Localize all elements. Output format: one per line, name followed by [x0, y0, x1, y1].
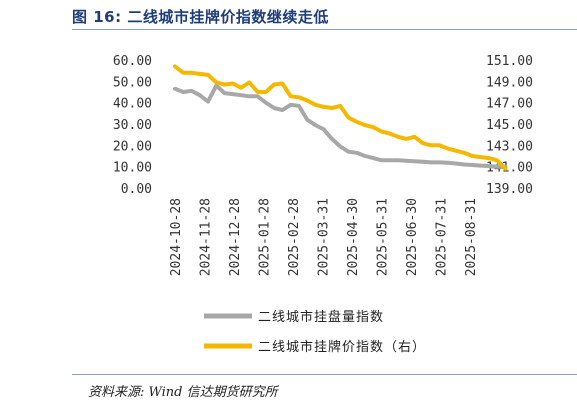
x-tick-label: 2024-12-28 — [228, 198, 243, 276]
right-tick-label: 149.00 — [486, 75, 533, 90]
left-tick-label: 30.00 — [113, 118, 152, 133]
right-tick-label: 141.00 — [486, 161, 533, 176]
title-divider — [72, 29, 577, 30]
x-tick-label: 2025-04-30 — [346, 198, 361, 276]
right-tick-label: 139.00 — [486, 182, 533, 197]
x-axis: 2024-10-28 2024-11-28 2024-12-28 2025-01-28… — [169, 198, 479, 276]
figure-title: 图 16: 二线城市挂牌价指数继续走低 — [72, 8, 329, 26]
left-tick-label: 50.00 — [113, 75, 152, 90]
listing-price-line — [173, 64, 508, 171]
left-tick-label: 10.00 — [113, 161, 152, 176]
left-tick-label: 0.00 — [121, 182, 152, 197]
x-tick-label: 2025-08-31 — [464, 198, 479, 276]
right-tick-label: 147.00 — [486, 97, 533, 112]
x-tick-label: 2025-07-31 — [435, 198, 450, 276]
x-tick-label: 2024-10-28 — [169, 198, 184, 276]
source-note: 资料来源: Wind 信达期货研究所 — [88, 385, 278, 400]
left-tick-label: 60.00 — [113, 54, 152, 69]
left-tick-label: 20.00 — [113, 139, 152, 154]
series-lines — [173, 64, 508, 171]
title-bar: 图 16: 二线城市挂牌价指数继续走低 — [0, 0, 577, 34]
right-tick-label: 151.00 — [486, 54, 533, 69]
right-tick-label: 143.00 — [486, 139, 533, 154]
legend-label: 二线城市挂牌价指数（右） — [258, 339, 426, 355]
right-axis: 139.00 141.00 143.00 145.00 147.00 149.00 151.… — [486, 54, 533, 197]
x-tick-label: 2025-06-30 — [405, 198, 420, 276]
x-tick-label: 2025-01-28 — [258, 198, 273, 276]
right-tick-label: 145.00 — [486, 118, 533, 133]
x-tick-label: 2025-03-31 — [317, 198, 332, 276]
line-chart: 0.00 10.00 20.00 30.00 40.00 50.00 60.00 139.0… — [113, 54, 533, 355]
left-axis: 0.00 10.00 20.00 30.00 40.00 50.00 60.00 — [113, 54, 152, 197]
listing-volume-line — [173, 83, 508, 170]
x-tick-label: 2025-05-31 — [376, 198, 391, 276]
source-divider — [72, 374, 577, 375]
x-tick-label: 2025-02-28 — [287, 198, 302, 276]
legend-label: 二线城市挂盘量指数 — [258, 309, 384, 325]
left-tick-label: 40.00 — [113, 97, 152, 112]
x-tick-label: 2024-11-28 — [199, 198, 214, 276]
